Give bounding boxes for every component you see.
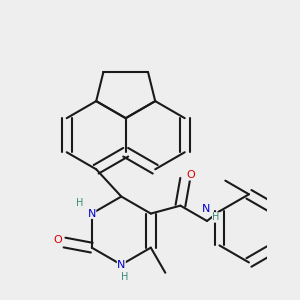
Text: H: H [212, 212, 220, 222]
Text: N: N [88, 208, 96, 219]
Text: O: O [186, 170, 195, 180]
Text: N: N [117, 260, 125, 270]
Text: N: N [202, 204, 210, 214]
Text: H: H [76, 198, 84, 208]
Text: O: O [53, 235, 62, 245]
Text: H: H [121, 272, 129, 282]
